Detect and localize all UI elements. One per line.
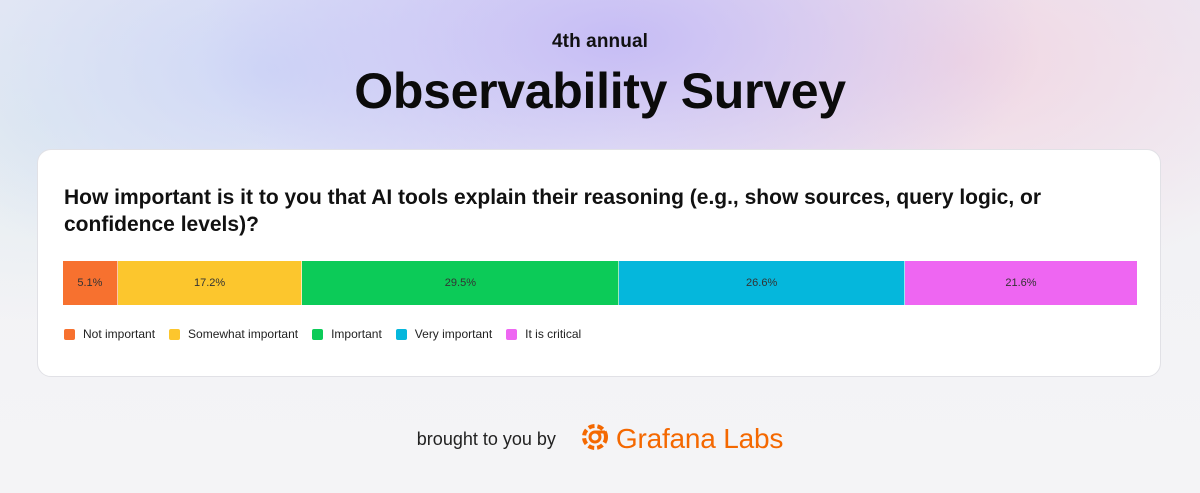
bar-segment-label: 29.5% [444, 277, 476, 289]
legend-item: Very important [395, 327, 493, 341]
bar-segment-label: 5.1% [77, 277, 103, 289]
brought-to-you-text: brought to you by [416, 428, 556, 449]
chart-legend: Not important Somewhat important Important… [64, 327, 595, 341]
chart-question: How important is it to you that AI tools… [64, 186, 1042, 236]
legend-item: Important [312, 327, 382, 341]
legend-swatch [506, 328, 518, 340]
legend-label: Very important [414, 327, 493, 341]
stacked-bar: 5.1% 17.2% 29.5% 26.6% 21.6% [63, 261, 1137, 305]
legend-swatch [312, 328, 324, 340]
page-title: Observability Survey [354, 63, 846, 119]
bar-segment-label: 17.2% [194, 277, 226, 289]
legend-item: Somewhat important [169, 327, 298, 341]
legend-label: Not important [83, 327, 156, 341]
legend-item: Not important [64, 327, 155, 341]
bar-segment-label: 21.6% [1005, 277, 1037, 289]
legend-swatch [169, 328, 181, 340]
kicker-text: 4th annual [551, 31, 648, 52]
grafana-labs-logo[interactable]: Grafana Labs [578, 420, 783, 459]
legend-swatch [395, 328, 407, 340]
chart-card: How important is it to you that AI tools… [37, 149, 1161, 377]
bar-segment: 5.1% [63, 261, 118, 305]
bar-segment-label: 26.6% [746, 277, 778, 289]
legend-label: Important [331, 327, 382, 341]
bar-segment: 21.6% [904, 261, 1137, 305]
legend-label: It is critical [525, 327, 582, 341]
grafana-logo-icon [578, 420, 612, 459]
brand-name: Grafana Labs [615, 423, 784, 454]
legend-swatch [64, 328, 75, 340]
legend-label: Somewhat important [188, 327, 299, 341]
bar-segment: 26.6% [619, 261, 905, 305]
bar-segment: 29.5% [302, 261, 620, 305]
footer: brought to you by Grafana Labs [0, 421, 1200, 457]
legend-item: It is critical [506, 327, 581, 341]
bar-segment: 17.2% [117, 261, 303, 305]
